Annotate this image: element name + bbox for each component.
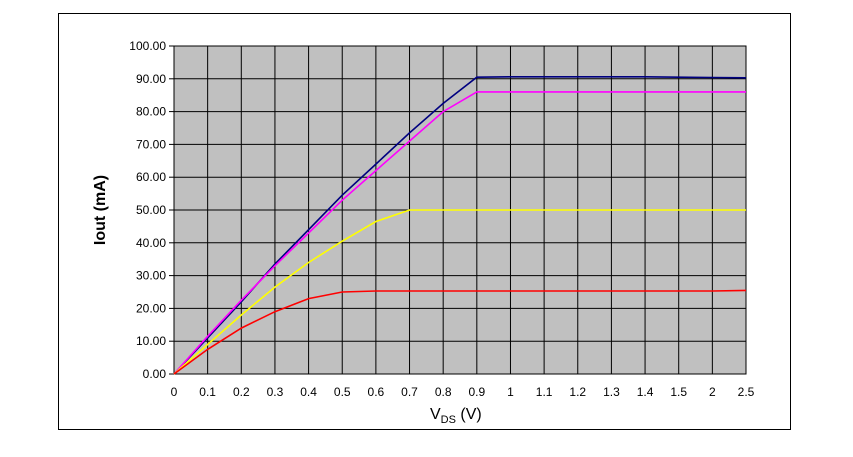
x-tick-label: 1.1: [536, 385, 553, 399]
x-tick-label: 2: [709, 385, 716, 399]
y-tick-label: 30.00: [136, 269, 166, 283]
y-tick-label: 70.00: [136, 137, 166, 151]
x-tick-label: 0.9: [468, 385, 485, 399]
chart-frame: 0.00 10.00 20.00 30.00 40.00 50.00 60.00 70.00 8…: [58, 13, 791, 430]
series-line-1: [173, 75, 747, 375]
y-tick-label: 100.00: [129, 39, 166, 53]
x-tick-label: 2.5: [738, 385, 755, 399]
x-tick-label: 1.5: [670, 385, 687, 399]
x-tick-label: 0.1: [199, 385, 216, 399]
x-tick-label: 0.6: [368, 385, 385, 399]
x-tick-label: 0.3: [267, 385, 284, 399]
x-tick-label: 0: [171, 385, 178, 399]
y-tick-label: 50.00: [136, 203, 166, 217]
y-tick-label: 80.00: [136, 105, 166, 119]
x-tick-label: 1.4: [637, 385, 654, 399]
x-tick-label: 0.8: [435, 385, 452, 399]
y-tick-label: 0.00: [143, 367, 167, 381]
y-tick-label: 10.00: [136, 334, 166, 348]
x-tick-labels: 0 0.1 0.2 0.3 0.4 0.5 0.6 0.7 0.8 0.9 1 1.1 1.2 1.3 1.…: [171, 385, 755, 399]
x-tick-label: 1.2: [569, 385, 586, 399]
x-tick-label: 1.3: [603, 385, 620, 399]
x-tick-label: 0.4: [300, 385, 317, 399]
x-tick-label: 0.7: [401, 385, 418, 399]
x-axis-label-subscript: DS: [441, 414, 456, 426]
x-tick-label: 1: [507, 385, 514, 399]
x-axis-label-unit: (V): [456, 406, 482, 423]
y-tick-label: 20.00: [136, 301, 166, 315]
line-chart: 0.00 10.00 20.00 30.00 40.00 50.00 60.00 70.00 8…: [92, 39, 755, 426]
x-tick-label: 0.2: [233, 385, 250, 399]
y-tick-label: 90.00: [136, 72, 166, 86]
series-layer: [173, 75, 747, 375]
series-line-4: [173, 289, 747, 375]
series-line-2: [173, 91, 746, 375]
y-tick-label: 60.00: [136, 170, 166, 184]
x-tick-label: 0.5: [334, 385, 351, 399]
y-tick-label: 40.00: [136, 236, 166, 250]
y-tick-labels: 0.00 10.00 20.00 30.00 40.00 50.00 60.00 70.00 8…: [129, 39, 166, 381]
y-axis-label: Iout (mA): [92, 175, 109, 245]
series-line-3: [173, 209, 746, 375]
x-axis-label: VDS (V): [430, 406, 482, 426]
x-axis-label-main: V: [430, 406, 441, 423]
